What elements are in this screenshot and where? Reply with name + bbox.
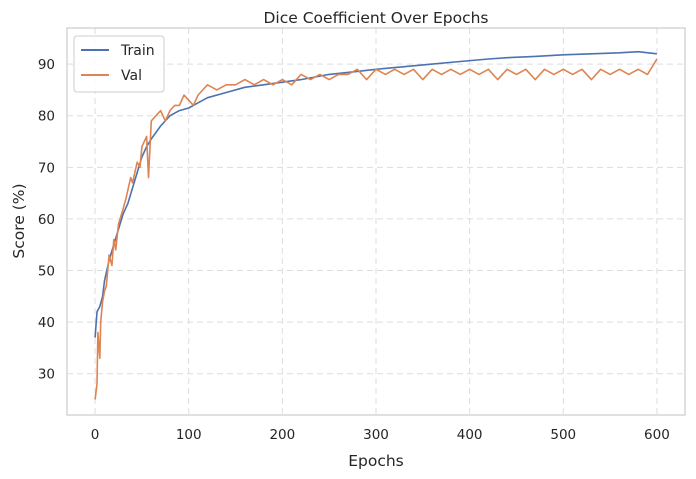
x-tick-label: 100 — [176, 427, 202, 443]
x-tick-label: 0 — [91, 427, 100, 443]
y-tick-label: 70 — [38, 160, 55, 176]
x-tick-label: 200 — [269, 427, 295, 443]
y-axis-ticks: 30 40 50 60 70 80 90 — [38, 57, 55, 383]
chart-title: Dice Coefficient Over Epochs — [264, 9, 489, 27]
plot-area-frame — [66, 27, 686, 416]
series-line-val — [94, 58, 658, 400]
series-line-train — [94, 50, 657, 338]
y-tick-label: 60 — [38, 212, 55, 228]
y-tick-label: 50 — [38, 264, 55, 280]
x-axis-title: Epochs — [348, 452, 404, 470]
y-axis-title: Score (%) — [10, 183, 28, 258]
legend-label-val: Val — [121, 68, 142, 84]
y-tick-label: 30 — [38, 367, 55, 383]
y-tick-label: 80 — [38, 109, 55, 125]
x-tick-label: 400 — [457, 427, 483, 443]
x-tick-label: 600 — [644, 427, 670, 443]
y-tick-label: 40 — [38, 315, 55, 331]
series-layer — [94, 50, 658, 400]
x-tick-label: 300 — [363, 427, 389, 443]
y-tick-label: 90 — [38, 57, 55, 73]
legend-label-train: Train — [120, 43, 155, 59]
x-tick-label: 500 — [550, 427, 576, 443]
x-axis-ticks: 0 100 200 300 400 500 600 — [91, 427, 670, 443]
legend: Train Val — [73, 35, 165, 93]
